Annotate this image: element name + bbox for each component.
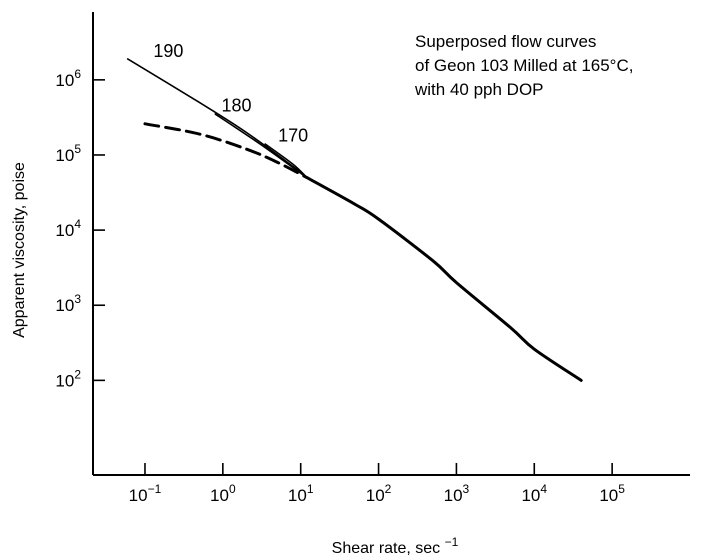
annotation: Superposed flow curves of Geon 103 Mille… bbox=[414, 32, 638, 99]
x-tick-label-base: 10 bbox=[599, 486, 618, 505]
x-axis-title-exp: −1 bbox=[445, 535, 459, 549]
x-tick-label-base: 10 bbox=[288, 486, 307, 505]
x-tick-label-exp: 4 bbox=[540, 482, 547, 496]
x-tick-label-exp: 5 bbox=[618, 482, 625, 496]
y-tick-label: 105 bbox=[55, 142, 81, 165]
y-tick-label-base: 10 bbox=[55, 296, 74, 315]
x-tick-label-exp: 0 bbox=[229, 482, 236, 496]
x-tick-label-base: 10 bbox=[444, 486, 463, 505]
series-line-190 bbox=[128, 59, 307, 178]
series-line-180 bbox=[215, 114, 307, 177]
x-tick-label-exp: 1 bbox=[307, 482, 314, 496]
y-tick-label-exp: 2 bbox=[74, 367, 81, 381]
y-tick-label-base: 10 bbox=[55, 71, 74, 90]
series-line-main bbox=[307, 178, 581, 381]
y-tick-label: 106 bbox=[55, 67, 81, 90]
y-tick-label-base: 10 bbox=[55, 371, 74, 390]
x-axis-title-text: Shear rate, sec bbox=[332, 540, 441, 557]
annotation-line: Superposed flow curves bbox=[415, 32, 596, 51]
x-tick-label: 101 bbox=[288, 482, 314, 505]
x-tick-label-base: 10 bbox=[129, 486, 148, 505]
y-tick-label: 104 bbox=[55, 217, 81, 240]
x-tick-label: 100 bbox=[210, 482, 236, 505]
x-tick-label: 105 bbox=[599, 482, 625, 505]
y-axis-title: Apparent viscosity, poise bbox=[11, 162, 28, 338]
x-tick-label-exp: 3 bbox=[463, 482, 470, 496]
series-group bbox=[128, 59, 581, 380]
x-tick-label-exp: −1 bbox=[148, 482, 162, 496]
x-tick-label-base: 10 bbox=[521, 486, 540, 505]
y-tick-label: 102 bbox=[55, 367, 81, 390]
x-tick-label-base: 10 bbox=[366, 486, 385, 505]
y-tick-label-exp: 3 bbox=[74, 292, 81, 306]
y-tick-label: 103 bbox=[55, 292, 81, 315]
y-tick-label-base: 10 bbox=[55, 146, 74, 165]
y-tick-label-base: 10 bbox=[55, 221, 74, 240]
x-tick-label: 104 bbox=[521, 482, 547, 505]
x-tick-label: 102 bbox=[366, 482, 392, 505]
series-label-170: 170 bbox=[278, 126, 308, 146]
y-tick-label-exp: 6 bbox=[74, 67, 81, 81]
annotation-line: with 40 pph DOP bbox=[414, 80, 544, 99]
x-tick-label: 10−1 bbox=[129, 482, 162, 505]
x-tick-label-exp: 2 bbox=[385, 482, 392, 496]
x-axis-title: Shear rate, sec −1 bbox=[332, 535, 459, 557]
y-tick-label-exp: 5 bbox=[74, 142, 81, 156]
x-tick-label-base: 10 bbox=[210, 486, 229, 505]
series-label-180: 180 bbox=[222, 95, 252, 115]
y-tick-label-exp: 4 bbox=[74, 217, 81, 231]
x-tick-label: 103 bbox=[444, 482, 470, 505]
series-label-190: 190 bbox=[153, 41, 183, 61]
annotation-line: of Geon 103 Milled at 165°C, bbox=[415, 56, 634, 75]
